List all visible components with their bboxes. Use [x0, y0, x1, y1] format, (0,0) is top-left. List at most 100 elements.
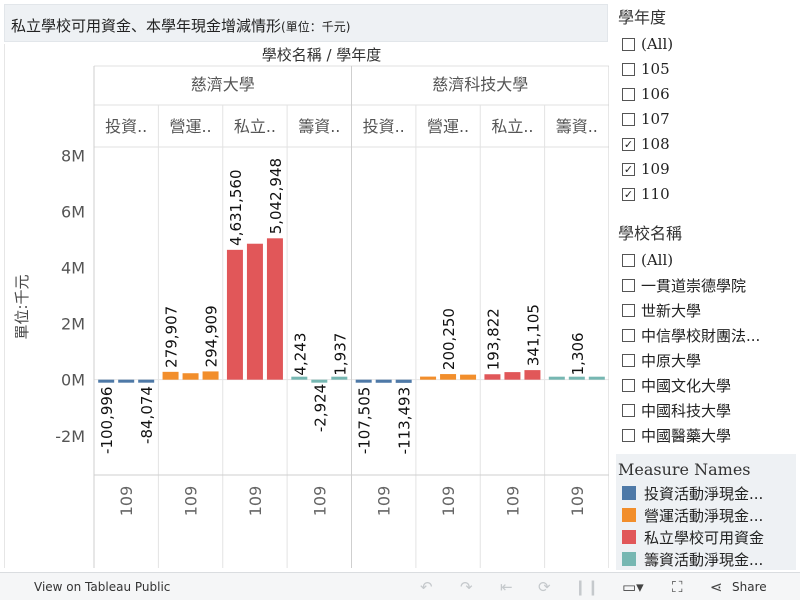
header-label: 學校名稱 / 學年度: [262, 46, 382, 64]
school-filter-item[interactable]: 中原大學: [622, 348, 798, 372]
legend-label: 營運活動淨現金...: [644, 506, 764, 525]
school-filter-item[interactable]: 中信學校財團法...: [622, 323, 798, 347]
school-filter-item[interactable]: 中國科技大學: [622, 398, 798, 422]
school-filter-item[interactable]: 一貫道崇德學院: [622, 273, 798, 297]
y-tick-label: 0M: [61, 371, 85, 390]
legend-swatch: [622, 486, 636, 500]
bar: [246, 243, 263, 380]
data-label: 294,909: [203, 305, 221, 367]
checkbox-icon[interactable]: [622, 278, 635, 292]
school-filter-item[interactable]: (All): [622, 248, 798, 272]
title-unit: (單位：千元): [281, 20, 351, 34]
bar: [98, 379, 115, 383]
data-label: -100,996: [98, 387, 116, 454]
checkbox-icon[interactable]: [622, 62, 635, 76]
legend-label: 籌資活動淨現金...: [644, 550, 764, 569]
year-tick-label: 109: [310, 486, 329, 517]
checkbox-icon[interactable]: [622, 428, 635, 442]
bar: [548, 376, 565, 380]
legend-item[interactable]: 籌資活動淨現金...: [622, 548, 796, 570]
bar: [311, 379, 328, 383]
filter-item-label: 108: [641, 135, 670, 153]
bar: [568, 376, 585, 380]
checkbox-icon[interactable]: [622, 303, 635, 317]
year-filter-title: 學年度: [618, 8, 667, 27]
bar: [138, 379, 155, 383]
year-filter-item[interactable]: 105: [622, 57, 798, 81]
bar: [182, 373, 199, 380]
y-tick-label: 8M: [61, 146, 85, 165]
checkbox-icon[interactable]: [622, 112, 635, 126]
fullscreen-icon[interactable]: ⛶: [672, 578, 683, 596]
checkbox-icon[interactable]: [622, 403, 635, 417]
filter-item-label: (All): [641, 35, 674, 53]
bar: [395, 379, 412, 383]
checkbox-checked-icon[interactable]: ✓: [622, 137, 635, 151]
measure-header: 籌資..: [556, 117, 598, 136]
bar: [375, 379, 392, 383]
bar: [355, 379, 372, 383]
school-filter-item[interactable]: 中國文化大學: [622, 373, 798, 397]
year-filter-item[interactable]: 107: [622, 107, 798, 131]
legend-item[interactable]: 投資活動淨現金...: [622, 482, 796, 504]
data-label: 4,243: [291, 333, 309, 376]
redo-icon[interactable]: ↷: [460, 578, 473, 596]
bar: [484, 374, 501, 380]
year-tick-label: 109: [568, 486, 587, 517]
checkbox-icon[interactable]: [622, 353, 635, 367]
comment-icon[interactable]: ▭▾: [622, 578, 644, 596]
title-bar: 私立學校可用資金、本學年現金增減情形(單位：千元): [4, 4, 608, 42]
year-filter-item[interactable]: ✓ 108: [622, 132, 798, 156]
checkbox-icon[interactable]: [622, 328, 635, 342]
filter-item-label: 中國醫藥大學: [641, 426, 732, 445]
y-tick-label: 6M: [61, 202, 85, 221]
measure-header: 投資..: [105, 117, 147, 136]
y-tick-label: -2M: [55, 427, 85, 446]
bar: [504, 372, 521, 380]
year-filter-item[interactable]: ✓ 109: [622, 157, 798, 181]
checkbox-icon[interactable]: [622, 253, 635, 267]
year-filter-item[interactable]: ✓ 110: [622, 182, 798, 206]
year-tick-label: 109: [503, 486, 522, 517]
school-filter-title: 學校名稱: [618, 224, 683, 243]
measure-header: 籌資..: [298, 117, 340, 136]
year-filter-item[interactable]: 106: [622, 82, 798, 106]
measure-header: 營運..: [427, 117, 469, 136]
filter-item-label: 中國文化大學: [641, 376, 732, 395]
undo-icon[interactable]: ↶: [420, 578, 433, 596]
bar: [420, 376, 437, 380]
data-label: 341,105: [524, 304, 542, 366]
chart-area[interactable]: 學校名稱 / 學年度 單位:千元 8M 6M 4M 2M 0M -2M 慈濟大學 投資.. 109 -…: [4, 44, 610, 568]
measure-header: 私立..: [491, 117, 533, 136]
school-filter-item[interactable]: 世新大學: [622, 298, 798, 322]
filter-item-label: 中原大學: [641, 351, 702, 370]
pause-icon[interactable]: ❙❙: [574, 578, 600, 596]
legend-item[interactable]: 私立學校可用資金: [622, 526, 796, 548]
checkbox-icon[interactable]: [622, 87, 635, 101]
school-filter-item[interactable]: 中國醫藥大學: [622, 423, 798, 447]
measure-header: 營運..: [169, 117, 211, 136]
filter-item-label: 一貫道崇德學院: [641, 276, 747, 295]
legend-item[interactable]: 營運活動淨現金...: [622, 504, 796, 526]
checkbox-checked-icon[interactable]: ✓: [622, 162, 635, 176]
legend-swatch: [622, 508, 636, 522]
filter-item-label: (All): [641, 251, 674, 269]
measure-header: 投資..: [363, 117, 405, 136]
data-label: 200,250: [440, 308, 458, 370]
view-on-tableau-link[interactable]: View on Tableau Public: [34, 580, 171, 594]
share-button[interactable]: Share: [732, 580, 767, 594]
checkbox-icon[interactable]: [622, 37, 635, 51]
year-filter-item[interactable]: (All): [622, 32, 798, 56]
legend-swatch: [622, 530, 636, 544]
checkbox-checked-icon[interactable]: ✓: [622, 187, 635, 201]
y-tick-label: 4M: [61, 259, 85, 278]
filter-item-label: 107: [641, 110, 670, 128]
data-label: 5,042,948: [267, 158, 285, 234]
revert-icon[interactable]: ⇤: [500, 578, 513, 596]
filter-item-label: 106: [641, 85, 670, 103]
checkbox-icon[interactable]: [622, 378, 635, 392]
refresh-icon[interactable]: ⟳: [538, 578, 551, 596]
legend-swatch: [622, 552, 636, 566]
share-icon[interactable]: ⋖: [710, 578, 723, 596]
